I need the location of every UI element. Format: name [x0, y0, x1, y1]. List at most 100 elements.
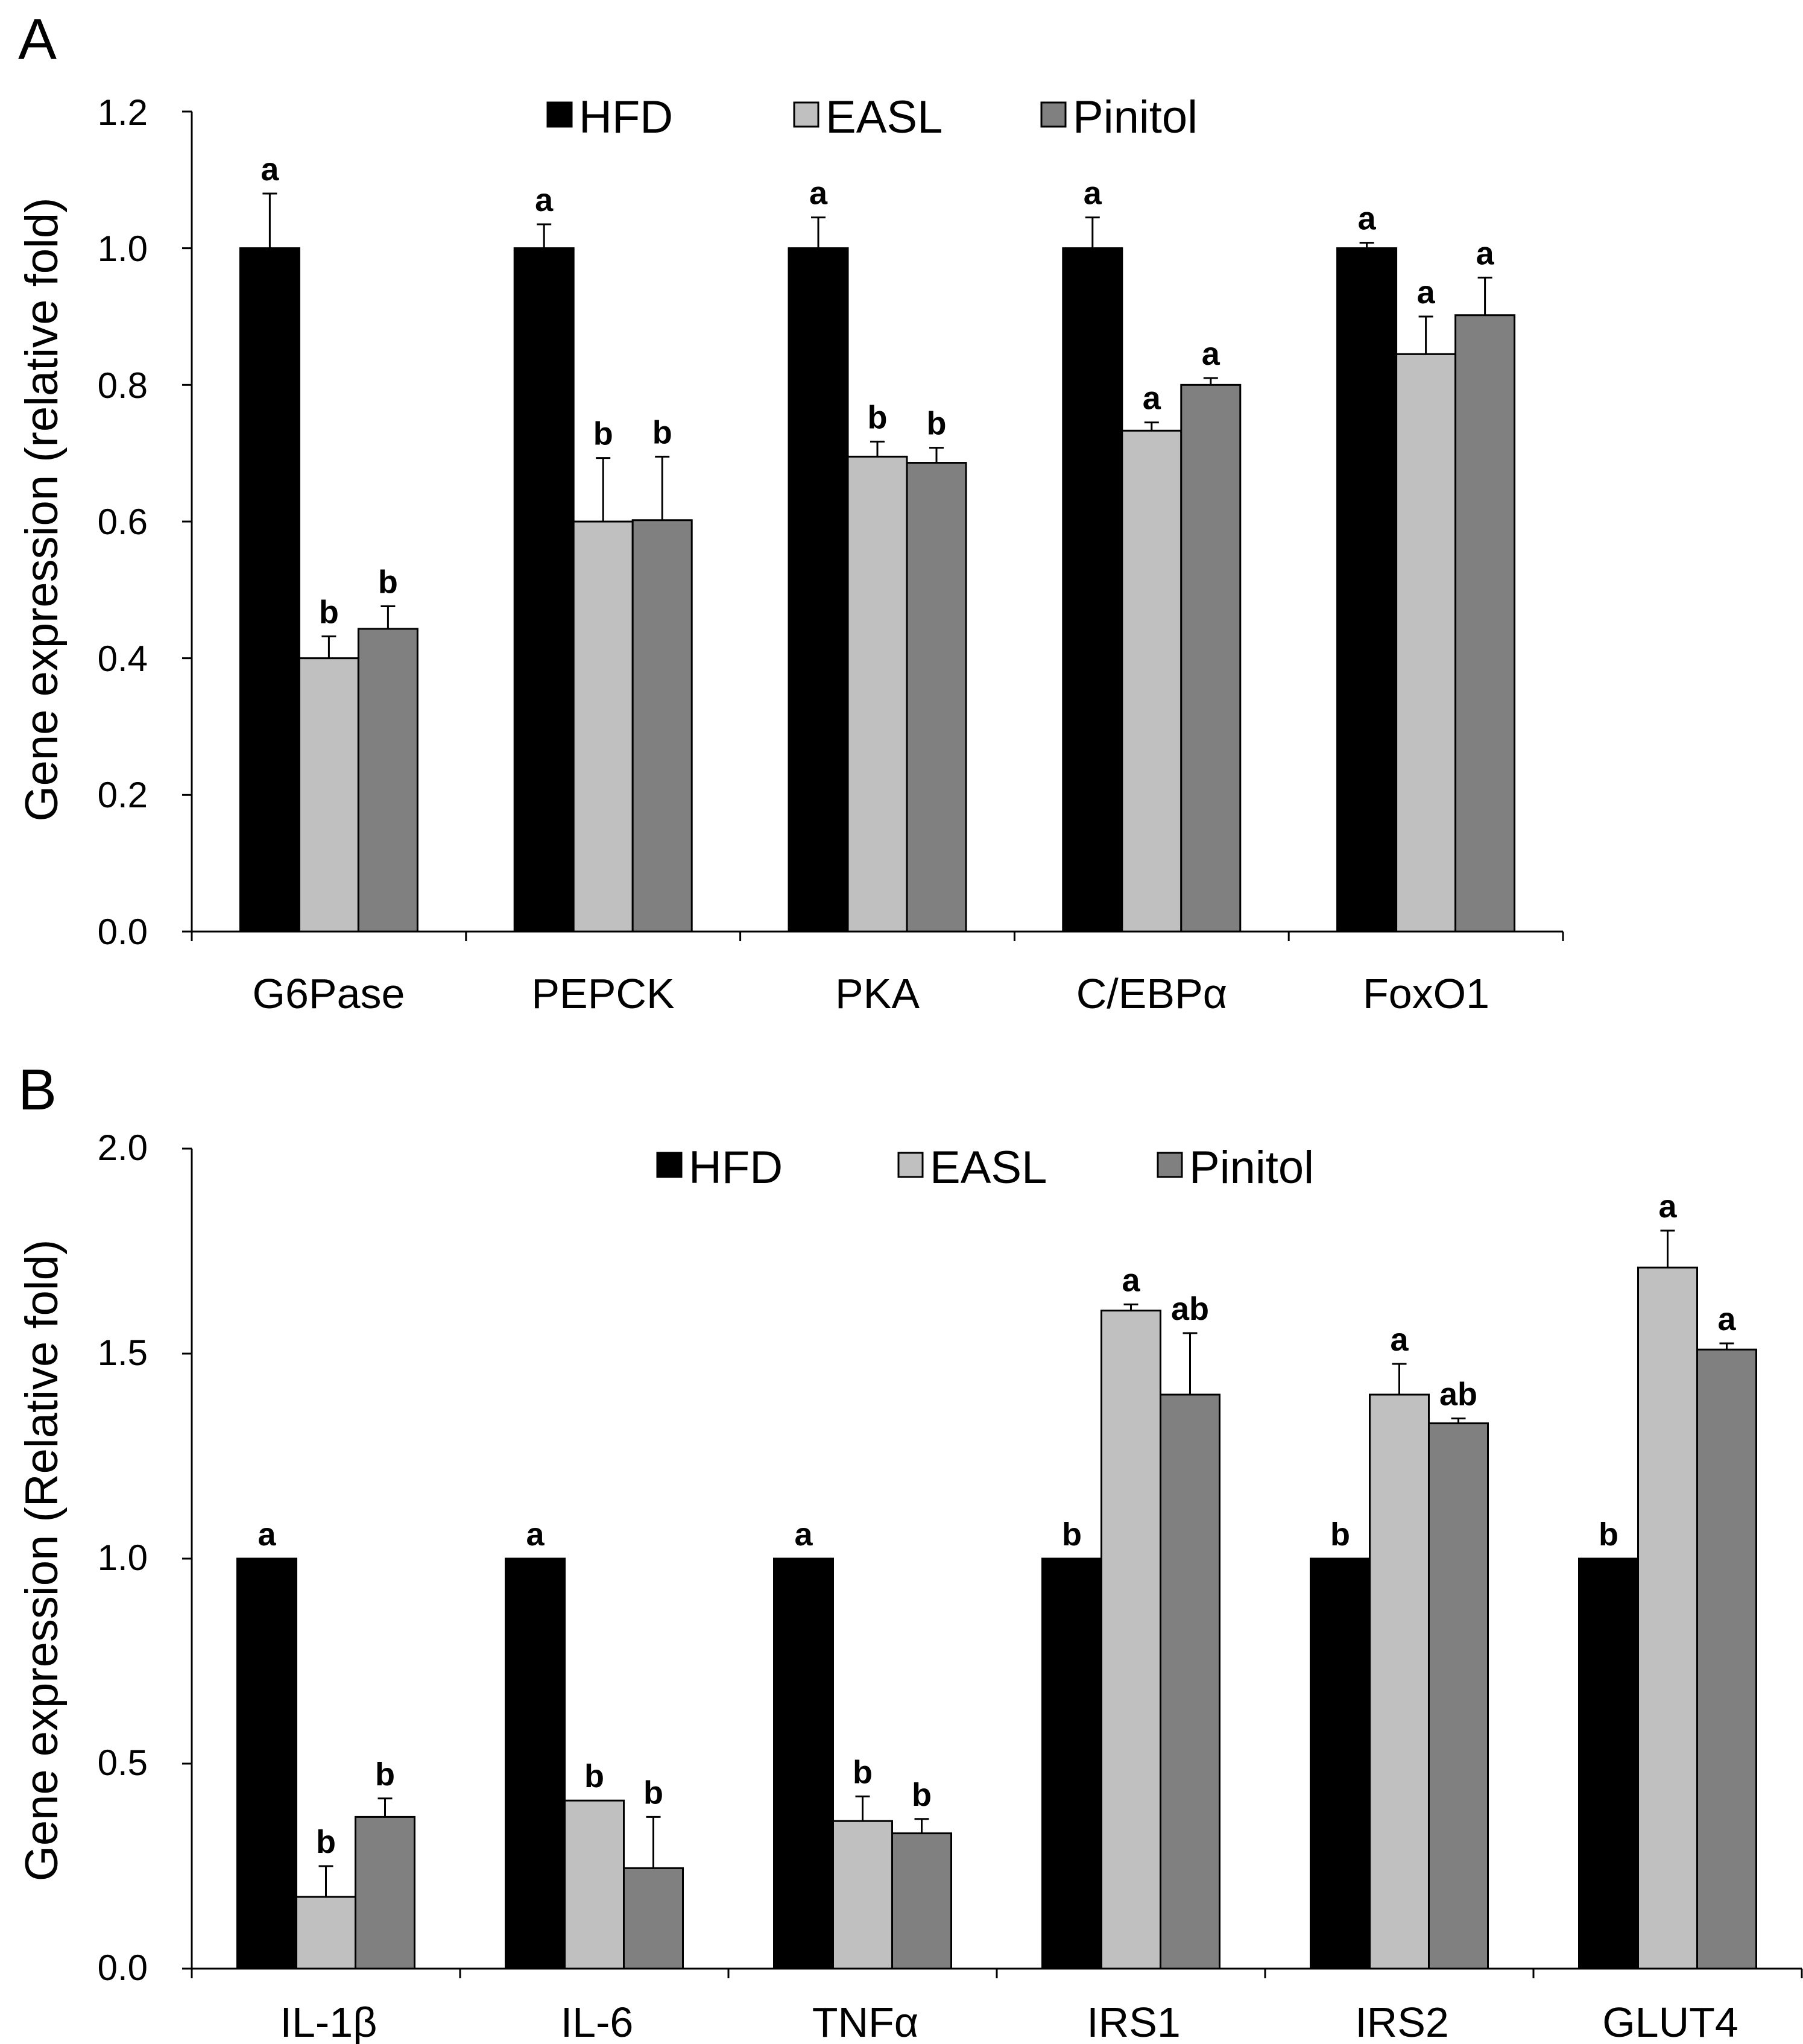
axes-a	[182, 110, 1564, 941]
significance-label: b	[316, 1824, 336, 1860]
bar-easl-pka	[847, 455, 908, 933]
legend-label-hfd: HFD	[579, 92, 673, 143]
significance-label: b	[643, 1774, 663, 1811]
significance-label: a	[1717, 1301, 1736, 1337]
legend-item-hfd: HFD	[656, 1142, 783, 1193]
x-category-label: IL-1β	[280, 1999, 377, 2044]
y-tick-label: 1.0	[98, 229, 148, 269]
y-axis-title-b: Gene expression (Relative fold)	[16, 1240, 68, 1882]
legend-a: HFD EASL Pinitol	[546, 92, 1198, 143]
bar-hfd-c-ebp	[1062, 247, 1123, 933]
axes-b	[182, 1147, 1803, 1978]
significance-label: b	[375, 1756, 395, 1793]
panel-label-b: B	[18, 1058, 57, 1122]
bar-easl-il-1	[295, 1896, 356, 1970]
legend-label-pinitol: Pinitol	[1189, 1142, 1314, 1193]
y-ticks-a: 0.0 0.2 0.4 0.6 0.8 1.0 1.2	[98, 92, 148, 952]
bar-hfd-irs1	[1041, 1557, 1102, 1970]
x-category-label: C/EBPα	[1076, 970, 1228, 1017]
x-category-labels-b: IL-1β IL-6 TNFα IRS1 IRS2 GLUT4	[280, 1999, 1738, 2044]
significance-label: b	[378, 564, 398, 601]
significance-label: b	[1330, 1516, 1350, 1553]
bar-pinitol-tnf	[891, 1832, 952, 1970]
significance-label: a	[794, 1516, 813, 1553]
significance-label: a	[257, 1516, 276, 1553]
bar-easl-irs2	[1369, 1393, 1430, 1970]
y-tick-label: 2.0	[98, 1128, 148, 1168]
significance-label: b	[1599, 1516, 1618, 1553]
bar-pinitol-c-ebp	[1180, 383, 1242, 933]
significance-label: a	[809, 175, 828, 212]
y-tick-label: 0.0	[98, 912, 148, 952]
y-ticks-b: 0.0 0.5 1.0 1.5 2.0	[98, 1128, 148, 1988]
y-tick-label: 0.2	[98, 775, 148, 815]
significance-label: b	[319, 594, 339, 630]
legend-label-pinitol: Pinitol	[1073, 92, 1198, 143]
significance-label: b	[853, 1754, 873, 1790]
panel-b: B Gene expression (Relative fold) 0.0 0.…	[16, 1058, 1803, 2044]
significance-label: b	[584, 1758, 604, 1794]
bar-pinitol-foxo1	[1454, 314, 1516, 933]
significance-label: ab	[1439, 1376, 1477, 1412]
significance-label: a	[526, 1516, 545, 1553]
y-tick-label: 0.5	[98, 1743, 148, 1783]
x-category-label: IRS2	[1355, 1999, 1449, 2044]
legend-label-hfd: HFD	[689, 1142, 783, 1193]
legend-swatch-hfd	[656, 1152, 683, 1178]
x-category-label: FoxO1	[1363, 970, 1489, 1017]
significance-label: a	[1390, 1322, 1409, 1358]
legend-b: HFD EASL Pinitol	[656, 1142, 1314, 1193]
bar-easl-irs1	[1100, 1310, 1161, 1970]
significance-label: a	[1143, 380, 1161, 417]
x-category-labels-a: G6Pase PEPCK PKA C/EBPα FoxO1	[253, 970, 1490, 1017]
legend-item-pinitol: Pinitol	[1157, 1142, 1314, 1193]
bar-hfd-tnf	[773, 1557, 834, 1970]
x-category-label: G6Pase	[253, 970, 405, 1017]
bar-easl-il-6	[564, 1799, 625, 1970]
significance-label: a	[1122, 1262, 1140, 1298]
bar-pinitol-pepck	[631, 519, 693, 933]
bar-hfd-foxo1	[1336, 247, 1398, 933]
significance-label: b	[593, 416, 613, 452]
legend-item-hfd: HFD	[546, 92, 673, 143]
significance-label: a	[1084, 175, 1102, 212]
panel-a: A Gene expression (relative fold) 0.0 0.…	[16, 7, 1564, 1017]
bar-hfd-glut4	[1578, 1557, 1639, 1970]
y-tick-label: 1.5	[98, 1333, 148, 1373]
significance-label: a	[1476, 235, 1495, 271]
significance-label: a	[1417, 274, 1436, 311]
bar-hfd-il-1	[236, 1557, 297, 1970]
y-tick-label: 0.6	[98, 502, 148, 542]
y-axis-title-a: Gene expression (relative fold)	[16, 198, 68, 822]
significance-label: b	[912, 1777, 932, 1813]
x-category-label: PEPCK	[531, 970, 674, 1017]
legend-label-easl: EASL	[826, 92, 943, 143]
x-category-label: IRS1	[1087, 1999, 1181, 2044]
bar-hfd-g6pase	[239, 247, 300, 933]
significance-label: a	[1202, 336, 1220, 372]
bar-easl-foxo1	[1395, 353, 1457, 933]
bar-hfd-pka	[788, 247, 849, 933]
bar-easl-tnf	[832, 1820, 893, 1970]
bar-easl-g6pase	[298, 657, 359, 933]
significance-label: a	[1358, 201, 1377, 237]
significance-label: a	[261, 151, 279, 188]
bars-a: a b b a b b a b b a a a a a a	[239, 151, 1516, 933]
legend-item-pinitol: Pinitol	[1040, 92, 1198, 143]
legend-swatch-easl	[793, 101, 819, 128]
bar-pinitol-irs2	[1428, 1422, 1489, 1970]
legend-label-easl: EASL	[930, 1142, 1047, 1193]
y-tick-label: 1.0	[98, 1538, 148, 1578]
legend-swatch-easl	[897, 1152, 924, 1178]
bar-easl-glut4	[1637, 1266, 1698, 1970]
significance-label: b	[868, 399, 888, 435]
significance-label: a	[535, 182, 554, 218]
legend-item-easl: EASL	[897, 1142, 1047, 1193]
legend-swatch-hfd	[546, 101, 573, 128]
bar-easl-pepck	[572, 520, 634, 933]
x-category-label: IL-6	[561, 1999, 634, 2044]
significance-label: ab	[1171, 1291, 1209, 1327]
x-category-label: PKA	[835, 970, 920, 1017]
y-tick-label: 0.0	[98, 1948, 148, 1988]
